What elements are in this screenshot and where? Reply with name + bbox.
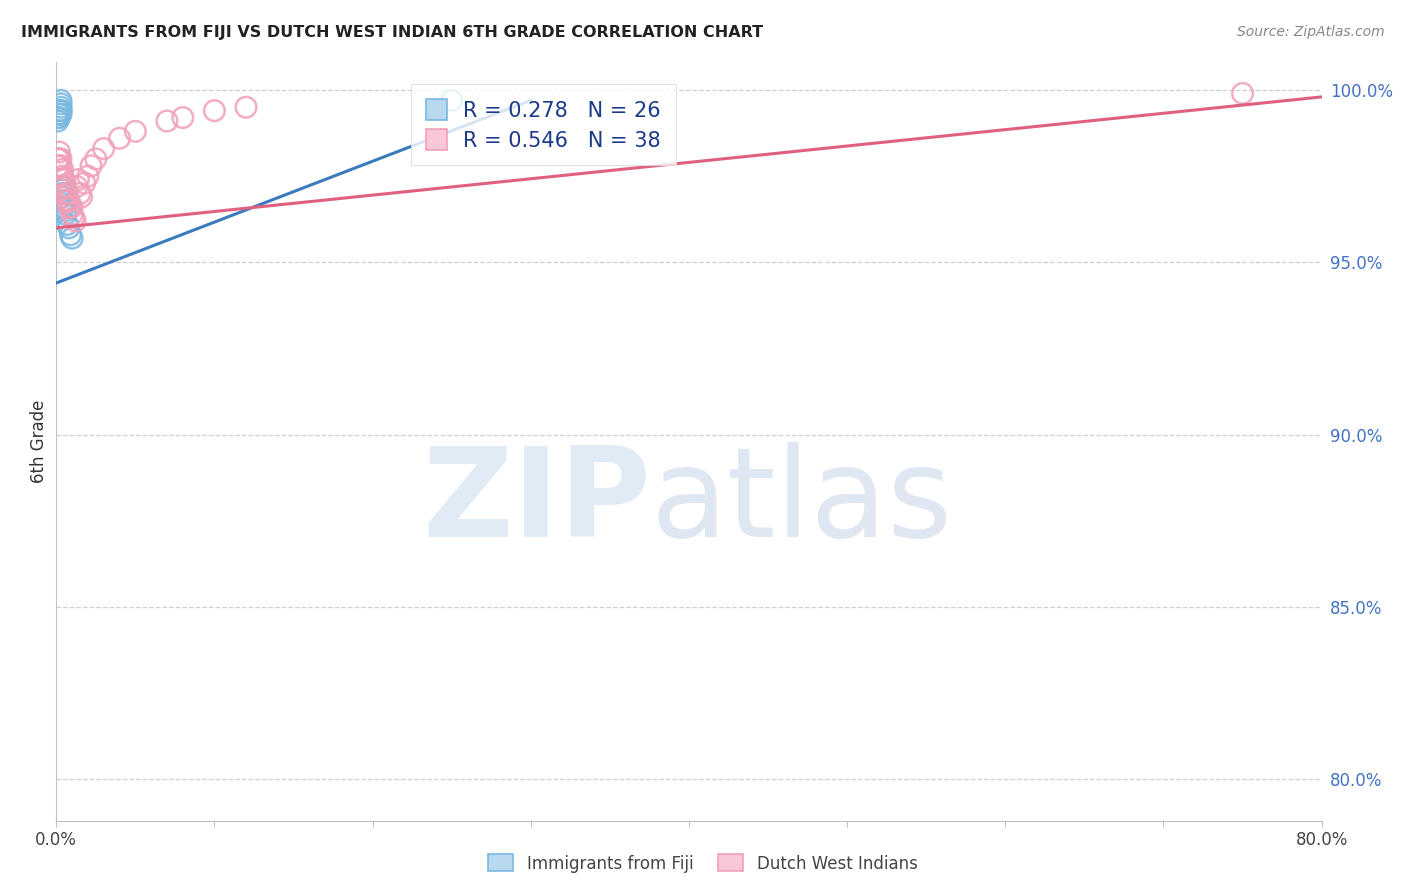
Point <box>48 107 70 121</box>
Point <box>172 111 194 125</box>
Point <box>124 124 146 138</box>
Text: Source: ZipAtlas.com: Source: ZipAtlas.com <box>1237 25 1385 39</box>
Point <box>48 145 70 159</box>
Point <box>84 152 107 166</box>
Point <box>66 179 89 194</box>
Legend: R = 0.278   N = 26, R = 0.546   N = 38: R = 0.278 N = 26, R = 0.546 N = 38 <box>412 84 675 165</box>
Point <box>62 211 84 225</box>
Point <box>53 179 76 194</box>
Point <box>53 200 76 214</box>
Point <box>49 96 72 111</box>
Point <box>56 186 79 201</box>
Point <box>56 194 79 208</box>
Point <box>52 186 75 201</box>
Point <box>49 103 72 118</box>
Point <box>60 231 83 245</box>
Point <box>49 100 72 114</box>
Text: atlas: atlas <box>651 442 953 563</box>
Point <box>52 183 75 197</box>
Point <box>55 179 77 194</box>
Point <box>60 200 83 214</box>
Point <box>1232 87 1254 101</box>
Point <box>48 152 70 166</box>
Point <box>235 100 257 114</box>
Point <box>59 227 82 242</box>
Legend: Immigrants from Fiji, Dutch West Indians: Immigrants from Fiji, Dutch West Indians <box>482 847 924 880</box>
Point <box>52 169 75 184</box>
Y-axis label: 6th Grade: 6th Grade <box>30 400 48 483</box>
Point <box>53 172 76 186</box>
Point <box>52 162 75 177</box>
Point <box>46 152 69 166</box>
Point <box>53 194 76 208</box>
Point <box>48 111 70 125</box>
Point <box>58 200 80 214</box>
Point <box>108 131 131 145</box>
Point <box>46 111 69 125</box>
Point <box>52 190 75 204</box>
Point <box>48 103 70 118</box>
Text: IMMIGRANTS FROM FIJI VS DUTCH WEST INDIAN 6TH GRADE CORRELATION CHART: IMMIGRANTS FROM FIJI VS DUTCH WEST INDIA… <box>21 25 763 40</box>
Point <box>49 159 72 173</box>
Point <box>65 214 87 228</box>
Point <box>49 152 72 166</box>
Point <box>55 203 77 218</box>
Text: ZIP: ZIP <box>422 442 651 563</box>
Point <box>46 114 69 128</box>
Point <box>73 176 96 190</box>
Point <box>46 159 69 173</box>
Point <box>49 103 72 118</box>
Point <box>67 172 90 186</box>
Point <box>69 186 91 201</box>
Point <box>55 186 77 201</box>
Point <box>48 107 70 121</box>
Point <box>55 207 77 221</box>
Point <box>49 107 72 121</box>
Point <box>48 159 70 173</box>
Point <box>52 179 75 194</box>
Point <box>202 103 225 118</box>
Point <box>156 114 179 128</box>
Point <box>58 220 80 235</box>
Point <box>70 190 93 204</box>
Point <box>58 194 80 208</box>
Point <box>93 142 115 156</box>
Point <box>59 200 82 214</box>
Point <box>60 207 83 221</box>
Point <box>49 93 72 107</box>
Point <box>53 196 76 211</box>
Point <box>56 218 79 232</box>
Point <box>76 169 98 184</box>
Point <box>80 159 103 173</box>
Point <box>440 93 463 107</box>
